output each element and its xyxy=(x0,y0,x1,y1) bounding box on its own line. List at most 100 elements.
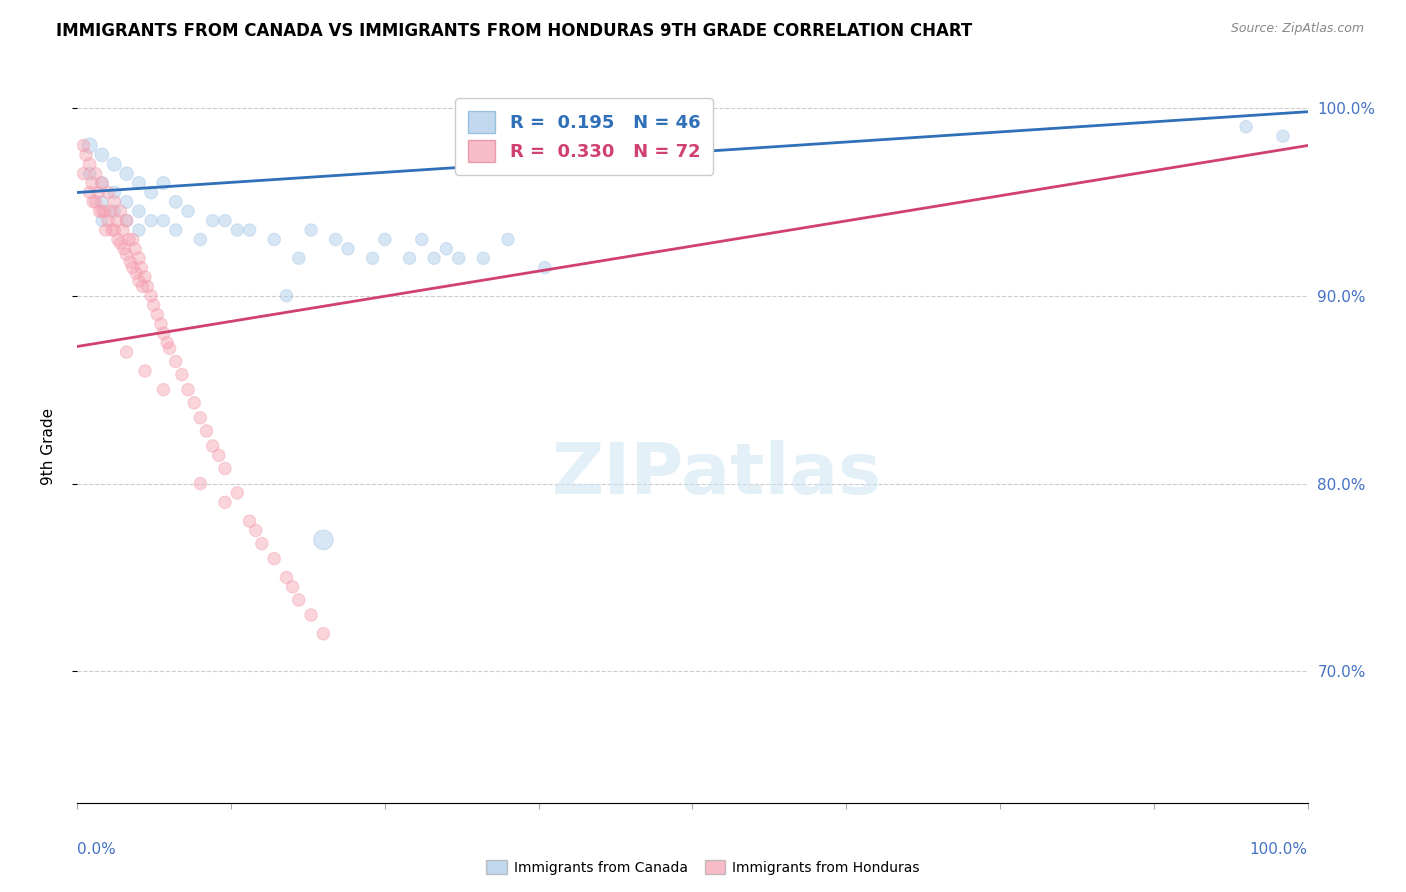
Point xyxy=(107,232,129,246)
Point xyxy=(299,223,322,237)
Point xyxy=(72,167,94,181)
Point xyxy=(195,424,218,438)
Point xyxy=(170,368,193,382)
Point xyxy=(312,627,335,641)
Point xyxy=(125,266,148,280)
Point xyxy=(398,251,420,265)
Point xyxy=(120,255,142,269)
Point xyxy=(447,251,470,265)
Legend: Immigrants from Canada, Immigrants from Honduras: Immigrants from Canada, Immigrants from … xyxy=(481,855,925,880)
Point xyxy=(134,364,156,378)
Point xyxy=(239,514,262,528)
Point xyxy=(152,176,174,190)
Point xyxy=(245,524,267,538)
Point xyxy=(87,186,110,200)
Point xyxy=(131,279,153,293)
Point xyxy=(100,204,122,219)
Point xyxy=(101,223,124,237)
Point xyxy=(103,186,125,200)
Point xyxy=(90,148,114,162)
Point xyxy=(1234,120,1257,134)
Point xyxy=(90,176,114,190)
Point xyxy=(201,213,224,227)
Point xyxy=(281,580,304,594)
Point xyxy=(208,449,231,463)
Point xyxy=(177,204,200,219)
Point xyxy=(146,308,169,322)
Point xyxy=(152,213,174,227)
Point xyxy=(128,274,150,288)
Point xyxy=(152,326,174,341)
Point xyxy=(103,194,125,209)
Point xyxy=(165,223,187,237)
Point xyxy=(142,298,165,312)
Point xyxy=(136,279,159,293)
Point xyxy=(141,289,163,303)
Point xyxy=(150,317,173,331)
Point xyxy=(115,345,138,359)
Point xyxy=(97,186,120,200)
Point xyxy=(112,242,135,256)
Point xyxy=(131,260,153,275)
Point xyxy=(325,232,347,246)
Point xyxy=(472,251,495,265)
Point xyxy=(276,289,298,303)
Point xyxy=(214,213,236,227)
Point xyxy=(423,251,446,265)
Point xyxy=(79,157,101,171)
Point xyxy=(276,570,298,584)
Point xyxy=(79,167,101,181)
Point xyxy=(165,194,187,209)
Point xyxy=(115,247,138,261)
Point xyxy=(90,176,114,190)
Point xyxy=(128,204,150,219)
Point xyxy=(82,194,104,209)
Point xyxy=(226,486,249,500)
Point xyxy=(93,204,115,219)
Point xyxy=(121,260,143,275)
Point xyxy=(141,213,163,227)
Y-axis label: 9th Grade: 9th Grade xyxy=(42,408,56,484)
Point xyxy=(190,232,212,246)
Point xyxy=(72,138,94,153)
Point xyxy=(288,593,311,607)
Point xyxy=(103,204,125,219)
Point xyxy=(337,242,360,256)
Point xyxy=(374,232,396,246)
Point xyxy=(436,242,458,256)
Point xyxy=(299,607,322,622)
Point xyxy=(110,236,132,251)
Point xyxy=(84,194,107,209)
Point xyxy=(263,232,285,246)
Point xyxy=(201,439,224,453)
Point xyxy=(94,223,117,237)
Point xyxy=(115,167,138,181)
Point xyxy=(152,383,174,397)
Point xyxy=(1272,129,1295,144)
Point xyxy=(75,148,97,162)
Point xyxy=(103,223,125,237)
Point xyxy=(128,251,150,265)
Point xyxy=(263,551,285,566)
Point xyxy=(118,232,141,246)
Legend: R =  0.195   N = 46, R =  0.330   N = 72: R = 0.195 N = 46, R = 0.330 N = 72 xyxy=(456,98,713,175)
Point xyxy=(115,194,138,209)
Point xyxy=(124,242,146,256)
Point xyxy=(128,223,150,237)
Point xyxy=(159,342,181,356)
Point xyxy=(97,213,120,227)
Point xyxy=(250,536,273,550)
Text: 100.0%: 100.0% xyxy=(1250,842,1308,857)
Point xyxy=(288,251,311,265)
Point xyxy=(84,167,107,181)
Point xyxy=(226,223,249,237)
Point xyxy=(90,204,114,219)
Point xyxy=(110,204,132,219)
Point xyxy=(103,157,125,171)
Point xyxy=(128,176,150,190)
Point xyxy=(165,354,187,368)
Point xyxy=(121,232,143,246)
Point xyxy=(156,335,179,350)
Point xyxy=(496,232,519,246)
Point xyxy=(79,138,101,153)
